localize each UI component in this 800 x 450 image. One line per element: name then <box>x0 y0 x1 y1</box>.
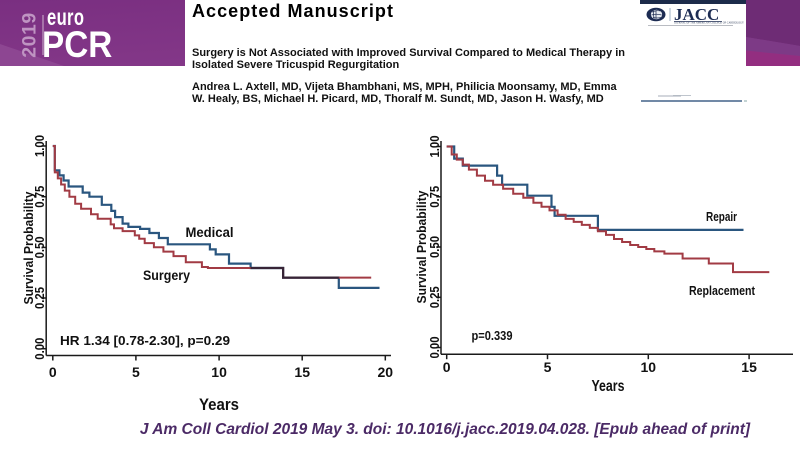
svg-text:10: 10 <box>211 364 227 380</box>
svg-text:20: 20 <box>378 364 394 380</box>
svg-text:0.50: 0.50 <box>32 236 47 258</box>
svg-text:0: 0 <box>49 364 57 380</box>
svg-text:JOURNAL OF THE AMERICAN COLLEG: JOURNAL OF THE AMERICAN COLLEGE OF CARDI… <box>674 22 744 25</box>
svg-text:1.00: 1.00 <box>32 135 47 157</box>
svg-text:5: 5 <box>544 359 552 375</box>
svg-text:0.75: 0.75 <box>427 186 442 208</box>
svg-text:Years: Years <box>199 395 239 414</box>
svg-text:0.25: 0.25 <box>427 286 442 308</box>
svg-text:Survival Probability: Survival Probability <box>414 190 429 304</box>
svg-text:0.25: 0.25 <box>32 287 47 309</box>
svg-text:0.75: 0.75 <box>32 186 47 208</box>
svg-text:10: 10 <box>641 359 657 375</box>
svg-text:0.00: 0.00 <box>427 337 442 359</box>
svg-text:HR 1.34 [0.78-2.30], p=0.29: HR 1.34 [0.78-2.30], p=0.29 <box>60 333 230 348</box>
svg-text:15: 15 <box>741 359 757 375</box>
svg-text:15: 15 <box>294 364 310 380</box>
svg-text:5: 5 <box>132 364 140 380</box>
svg-text:0: 0 <box>443 359 451 375</box>
svg-text:1.00: 1.00 <box>427 136 442 158</box>
svg-text:Medical: Medical <box>186 225 234 240</box>
svg-text:0.00: 0.00 <box>32 338 47 360</box>
svg-text:Years: Years <box>592 378 625 395</box>
svg-text:JACC: JACC <box>674 5 719 24</box>
svg-text:Survival Probability: Survival Probability <box>21 191 36 305</box>
svg-text:0.50: 0.50 <box>427 236 442 258</box>
svg-text:Replacement: Replacement <box>689 283 756 298</box>
svg-text:p=0.339: p=0.339 <box>472 328 513 343</box>
svg-text:Repair: Repair <box>706 209 737 224</box>
svg-text:Surgery: Surgery <box>143 268 190 283</box>
